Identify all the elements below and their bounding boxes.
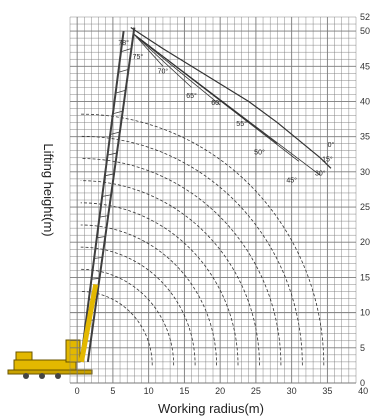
crane-turret <box>65 339 81 363</box>
x-tick-label: 25 <box>251 386 261 396</box>
boom-base-section <box>78 284 99 363</box>
radius-arc <box>80 246 196 366</box>
boom-lacing <box>110 131 120 135</box>
x-tick-label: 0 <box>75 386 80 396</box>
jib-line <box>134 34 321 176</box>
x-tick-label: 35 <box>322 386 332 396</box>
crane-wheel <box>39 373 45 379</box>
radius-arc <box>80 291 153 366</box>
boom-lacing <box>112 110 123 115</box>
x-axis-title: Working radius(m) <box>158 401 264 416</box>
boom-lacing <box>91 277 100 280</box>
boom-angle-label: 60° <box>211 99 222 107</box>
boom-lacing <box>96 236 106 239</box>
boom-chord <box>86 27 136 363</box>
y-tick-label: 5 <box>360 343 365 353</box>
boom-lacing <box>102 194 112 197</box>
boom-angle-label: 75° <box>133 53 144 61</box>
x-tick-label: 20 <box>215 386 225 396</box>
boom-angle-label: 78° <box>118 39 129 47</box>
radius-arc <box>80 113 325 366</box>
boom-tip-envelope <box>130 27 332 169</box>
radius-arc <box>80 158 282 366</box>
y-tick-label: 15 <box>360 272 370 282</box>
y-tick-label: 10 <box>360 308 370 318</box>
crane-outrigger <box>7 369 93 375</box>
radius-arc <box>80 224 217 366</box>
crane-cab <box>15 351 33 361</box>
boom-lacing <box>104 173 115 177</box>
radius-arc <box>80 135 303 366</box>
jib-line <box>134 34 164 67</box>
y-tick-label: 20 <box>360 237 370 247</box>
y-tick-label: 45 <box>360 61 370 71</box>
boom-angle-label: 45° <box>286 176 297 184</box>
x-tick-label: 15 <box>179 386 189 396</box>
y-tick-label: 25 <box>360 202 370 212</box>
boom-lacing <box>115 89 126 94</box>
y-tick-label: 30 <box>360 167 370 177</box>
y-tick-label: 40 <box>360 96 370 106</box>
x-tick-label: 5 <box>110 386 115 396</box>
boom-angle-label: 15° <box>322 155 333 163</box>
y-axis-title: Lifting height(m) <box>41 143 56 236</box>
boom-lacing <box>94 257 103 259</box>
boom-lacing <box>99 215 109 218</box>
radius-arc <box>80 268 175 366</box>
crane-wheel <box>23 373 29 379</box>
jib-line <box>134 34 221 106</box>
boom-lacing <box>118 68 129 73</box>
radius-arc <box>80 202 239 366</box>
x-tick-label: 30 <box>287 386 297 396</box>
boom-lacing <box>120 48 132 53</box>
crane-wheel <box>55 373 61 379</box>
boom-angle-label: 30° <box>315 169 326 177</box>
y-tick-label: 50 <box>360 26 370 36</box>
boom-lacing <box>107 152 118 156</box>
x-tick-label: 10 <box>144 386 154 396</box>
x-tick-label: 40 <box>358 386 368 396</box>
boom-angle-label: 50° <box>254 148 265 156</box>
boom-angle-label: 65° <box>186 92 197 100</box>
y-tick-label: 52 <box>360 12 370 22</box>
y-tick-label: 0 <box>360 378 365 388</box>
boom-angle-label: 55° <box>236 120 247 128</box>
boom-angle-label: 0° <box>328 141 335 149</box>
y-tick-label: 35 <box>360 132 370 142</box>
boom-angle-label: 70° <box>158 67 169 75</box>
jib-line <box>134 34 192 88</box>
